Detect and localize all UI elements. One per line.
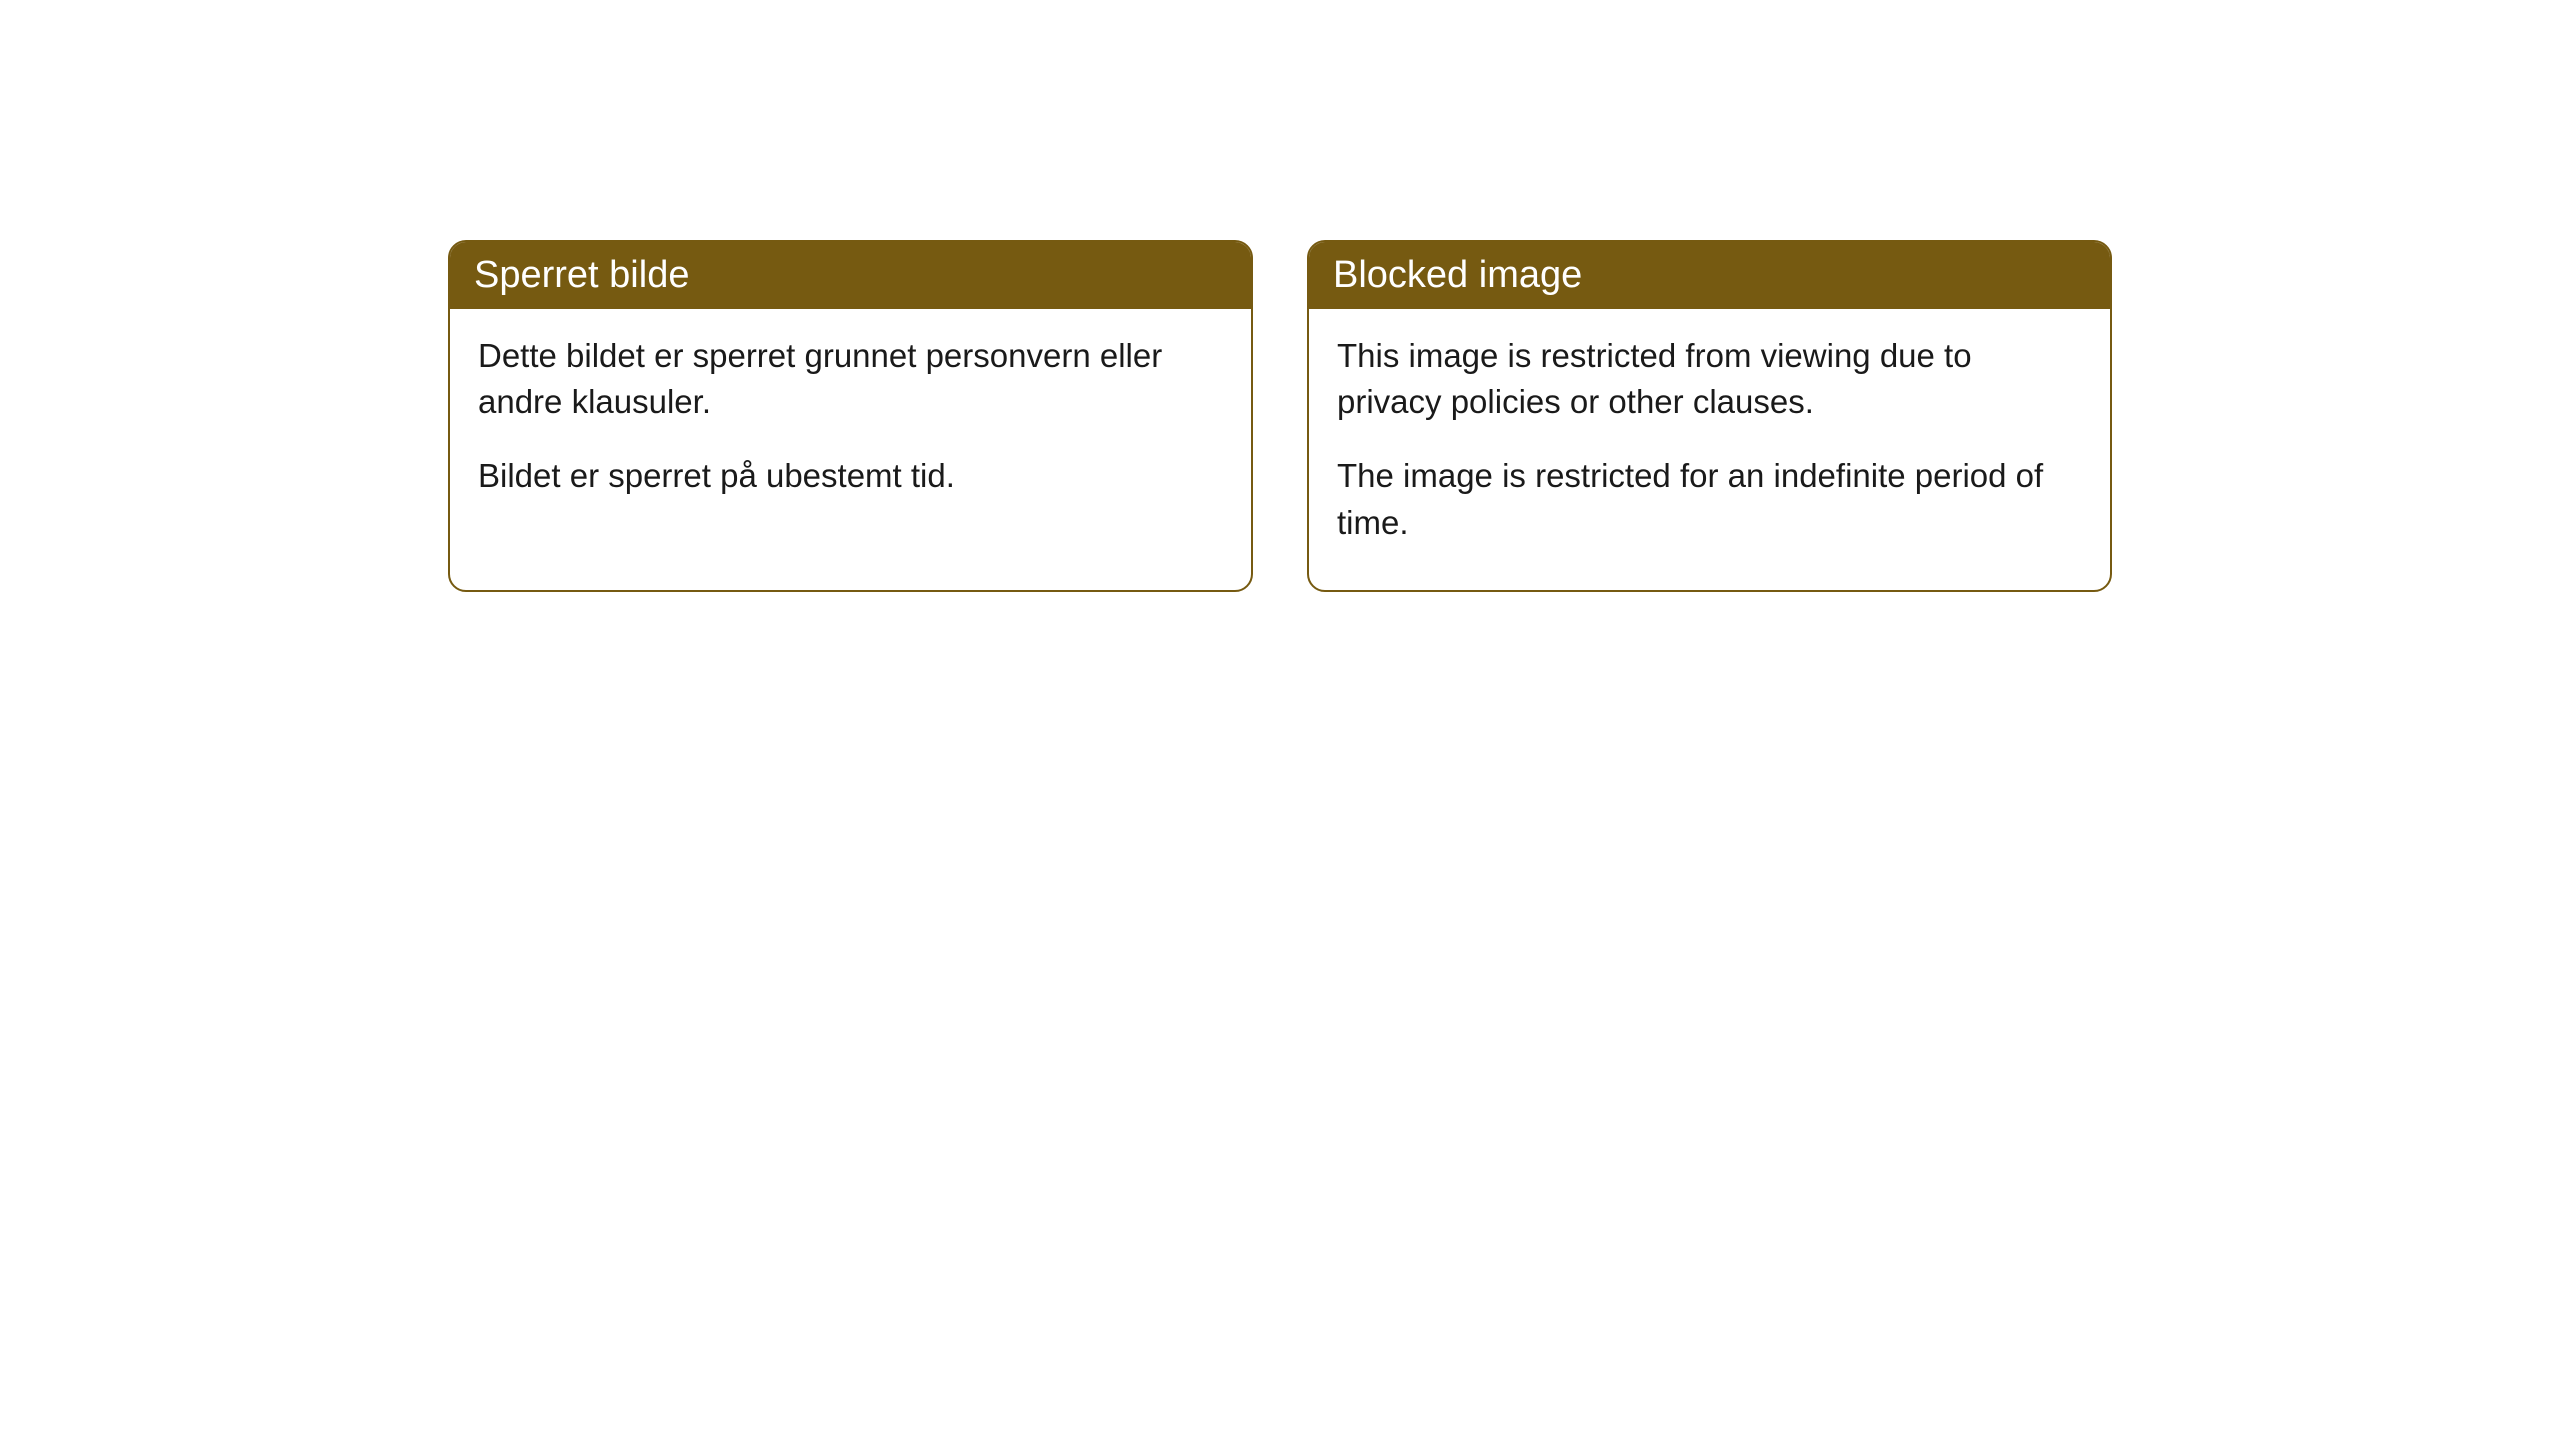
notice-card-norwegian: Sperret bilde Dette bildet er sperret gr… — [448, 240, 1253, 592]
notice-text-primary: This image is restricted from viewing du… — [1337, 333, 2082, 425]
notice-text-secondary: The image is restricted for an indefinit… — [1337, 453, 2082, 545]
card-header: Sperret bilde — [450, 242, 1251, 309]
notice-card-english: Blocked image This image is restricted f… — [1307, 240, 2112, 592]
card-body: Dette bildet er sperret grunnet personve… — [450, 309, 1251, 544]
notice-container: Sperret bilde Dette bildet er sperret gr… — [448, 240, 2112, 592]
card-header: Blocked image — [1309, 242, 2110, 309]
notice-text-secondary: Bildet er sperret på ubestemt tid. — [478, 453, 1223, 499]
notice-text-primary: Dette bildet er sperret grunnet personve… — [478, 333, 1223, 425]
card-body: This image is restricted from viewing du… — [1309, 309, 2110, 590]
